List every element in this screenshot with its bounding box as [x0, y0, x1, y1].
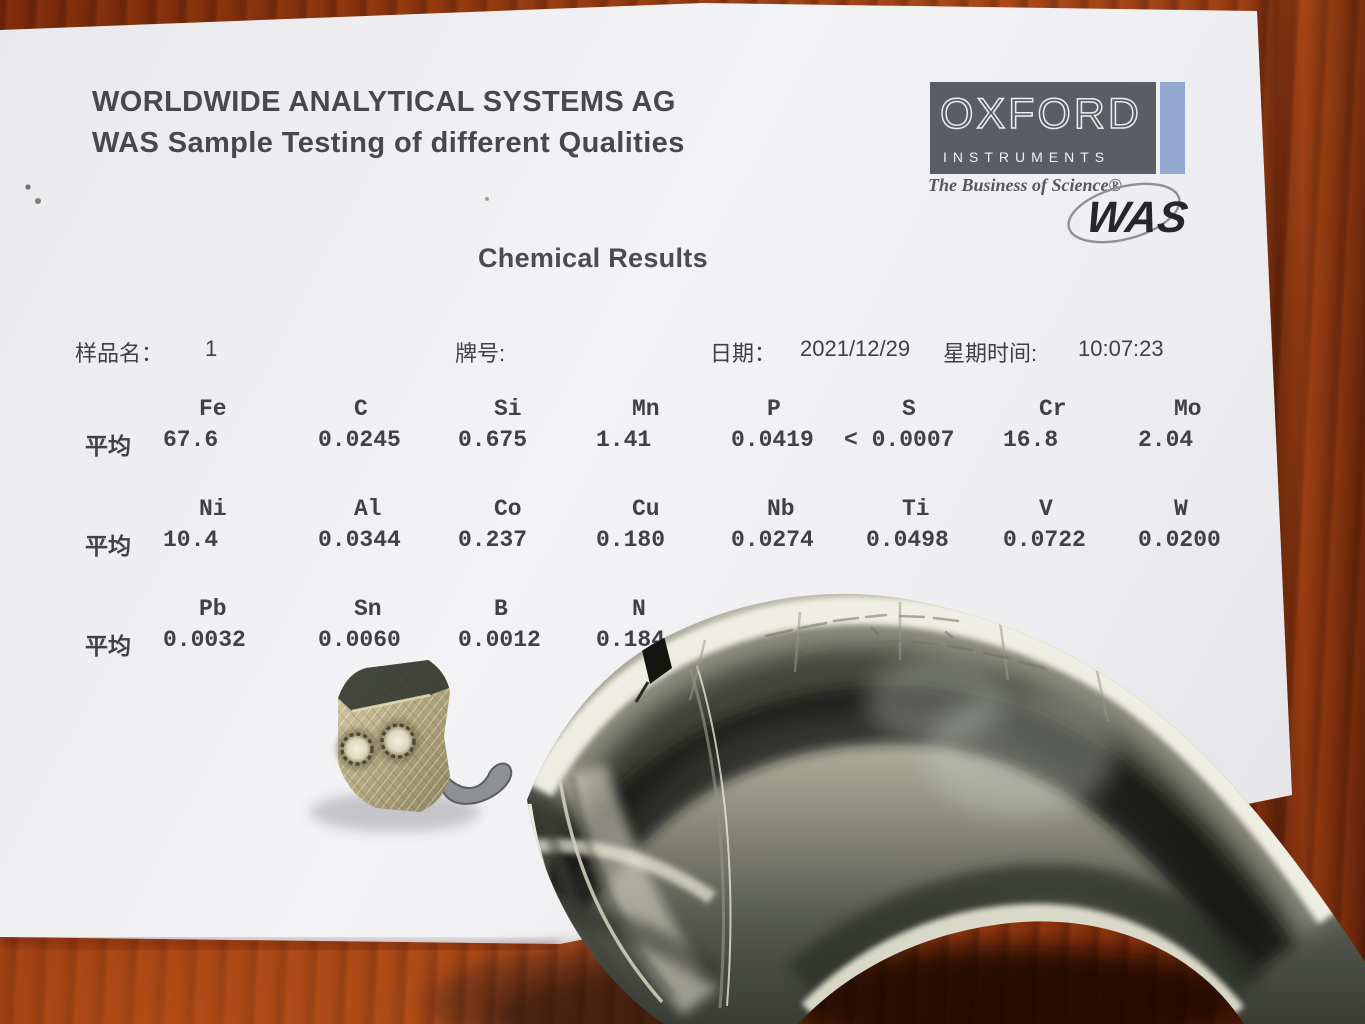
sample-name-label: 样品名：: [75, 341, 164, 366]
element-value: 0.675: [458, 427, 528, 453]
was-logo-mark: WAS: [1067, 182, 1192, 244]
element-header-row: Fe C Si Mn P S Cr Mo: [85, 396, 1278, 422]
element-value: 0.0200: [1138, 527, 1221, 553]
was-mark-text: WAS: [1084, 193, 1192, 242]
element-value: 2.04: [1138, 427, 1194, 453]
element-header-row: Ni Al Co Cu Nb Ti V W: [85, 496, 1278, 522]
element-value: 0.0344: [318, 527, 401, 553]
element-symbol: P: [767, 396, 781, 422]
average-row-label: 平均: [85, 435, 131, 461]
element-value: 0.0274: [731, 527, 814, 553]
element-symbol: S: [902, 396, 916, 422]
element-value: 0.0060: [318, 627, 401, 653]
average-value-row: 平均 0.0032 0.0060 0.0012 0.184: [85, 627, 731, 661]
element-symbol: Fe: [199, 396, 227, 422]
element-symbol: C: [354, 396, 368, 422]
element-table-group-1: Fe C Si Mn P S Cr Mo 平均 67.6 0.0245 0.67…: [0, 396, 1292, 466]
oxford-logo-wordmark: OXFORD: [939, 89, 1142, 139]
element-header-row: Pb Sn B N: [85, 596, 731, 622]
element-value: < 0.0007: [844, 427, 955, 453]
element-value: 0.0722: [1003, 527, 1086, 553]
element-symbol: Ti: [902, 496, 930, 522]
weektime-label: 星期时间:: [943, 341, 1038, 366]
element-symbol: Nb: [767, 496, 795, 522]
element-symbol: Mo: [1174, 396, 1202, 422]
element-value: 0.180: [596, 527, 666, 553]
logo-accent-bar: [1160, 82, 1185, 174]
element-value: 1.41: [596, 427, 652, 453]
time-value: 10:07:23: [1078, 336, 1164, 361]
element-symbol: Cu: [632, 496, 660, 522]
element-symbol: B: [494, 596, 508, 622]
date-value: 2021/12/29: [800, 336, 911, 361]
element-symbol: W: [1174, 496, 1188, 522]
element-value: 0.184: [596, 627, 666, 653]
element-symbol: Co: [494, 496, 522, 522]
element-symbol: Sn: [354, 596, 382, 622]
element-symbol: Mn: [632, 396, 660, 422]
report-title-line1: WORLDWIDE ANALYTICAL SYSTEMS AG: [92, 86, 676, 118]
element-value: 16.8: [1003, 427, 1059, 453]
element-value: 0.0419: [731, 427, 814, 453]
element-symbol: Pb: [199, 596, 227, 622]
element-value: 0.0012: [458, 627, 541, 653]
oxford-instruments-logo: OXFORD INSTRUMENTS: [930, 82, 1156, 174]
element-symbol: Ni: [199, 496, 227, 522]
logo-tagline: The Business of Science®: [928, 175, 1122, 195]
date-label: 日期：: [710, 341, 777, 366]
element-value: 0.0245: [318, 427, 401, 453]
average-row-label: 平均: [85, 535, 131, 561]
element-value: 0.0498: [866, 527, 949, 553]
element-value: 67.6: [163, 427, 219, 453]
element-symbol: Al: [354, 496, 382, 522]
element-symbol: V: [1039, 496, 1053, 522]
element-symbol: Si: [494, 396, 522, 422]
element-value: 0.237: [458, 527, 528, 553]
report-title-line2: WAS Sample Testing of different Qualitie…: [92, 127, 685, 159]
sample-name-value: 1: [205, 336, 218, 361]
section-title: Chemical Results: [478, 243, 708, 273]
oxford-logo-text: OXFORD: [940, 90, 1142, 138]
element-table-group-2: Ni Al Co Cu Nb Ti V W 平均 10.4 0.0344 0.2…: [0, 496, 1292, 566]
average-value-row: 平均 67.6 0.0245 0.675 1.41 0.0419 < 0.000…: [85, 427, 1278, 461]
element-table-group-3: Pb Sn B N 平均 0.0032 0.0060 0.0012 0.184: [0, 596, 1292, 666]
element-symbol: N: [632, 596, 646, 622]
element-value: 0.0032: [163, 627, 246, 653]
grade-label: 牌号:: [455, 341, 506, 366]
instruments-logo-text: INSTRUMENTS: [943, 149, 1111, 165]
element-value: 10.4: [163, 527, 219, 553]
average-value-row: 平均 10.4 0.0344 0.237 0.180 0.0274 0.0498…: [85, 527, 1278, 561]
average-row-label: 平均: [85, 635, 131, 661]
element-symbol: Cr: [1039, 396, 1067, 422]
